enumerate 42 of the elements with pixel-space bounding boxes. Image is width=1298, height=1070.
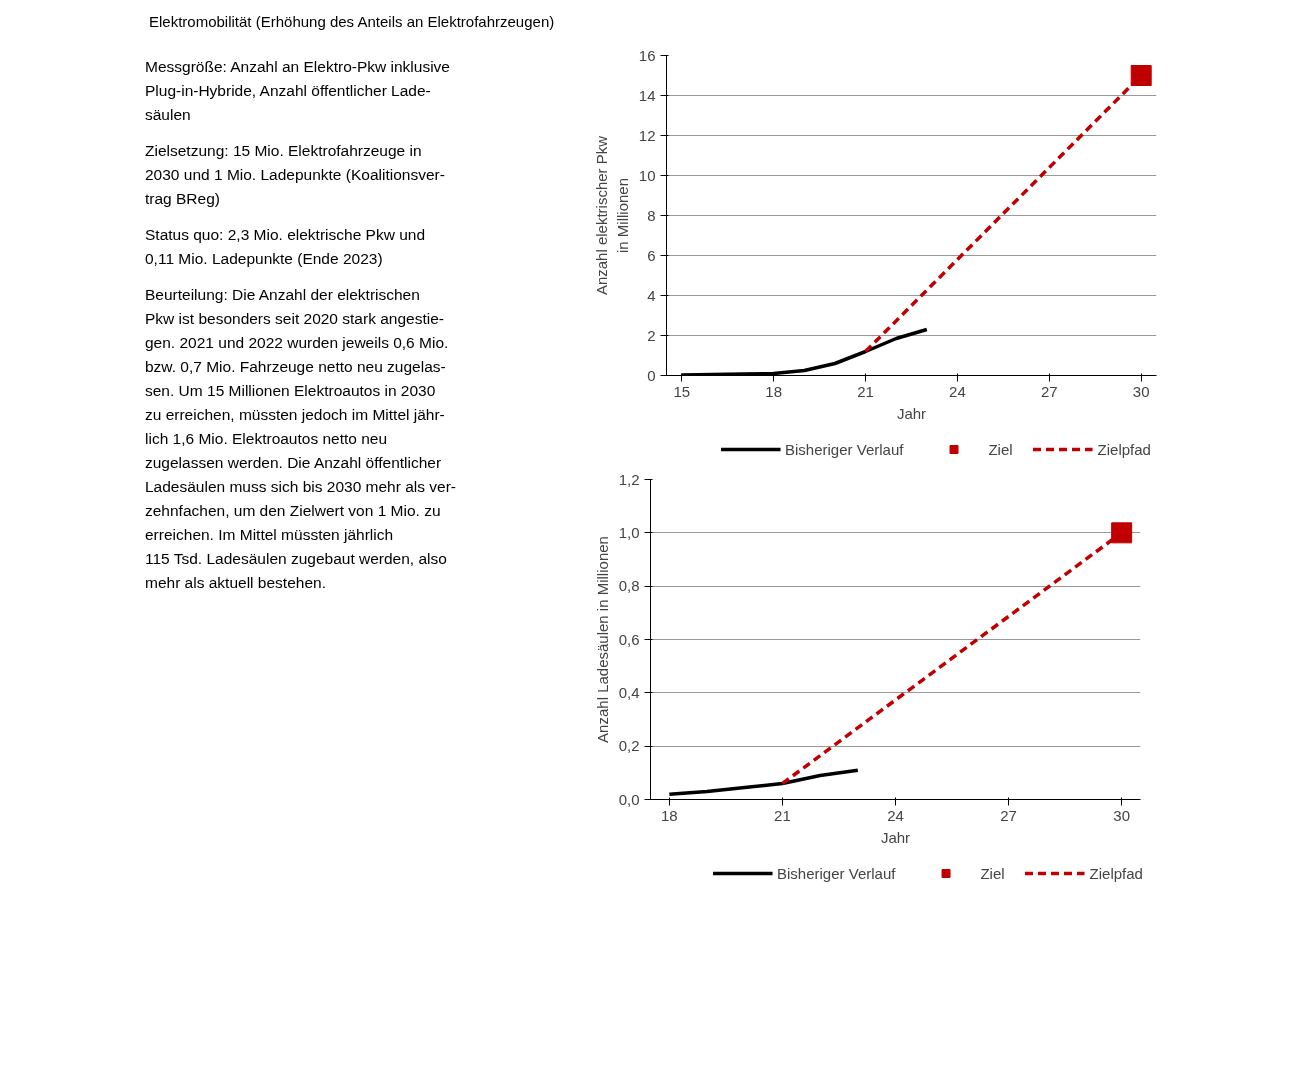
text: Messgröße: Anzahl an Elektro-Pkw inklusive Plug-in-Hybride, Anzahl öffentlicher Lade- säulen [145,57,451,126]
x-tick-label: 27 [1040,382,1058,400]
y-tick-label: 0 [647,366,656,384]
y-tick-label: 0,6 [618,630,640,648]
y-tick-label: 1,2 [618,470,640,488]
legend-label: Bisheriger Verlauf [785,440,904,458]
y-tick-label: 12 [638,126,656,144]
x-tick-label: 30 [1132,382,1150,400]
x-tick-label: 21 [857,382,874,400]
x-tick-label: 30 [1113,806,1130,824]
y-tick-label: 0,8 [618,577,640,595]
y-tick-label: 14 [638,86,656,104]
x-tick-label: 24 [949,382,966,400]
y-axis-title: Anzahl elektrischer Pkw in Millionen [593,135,631,296]
y-tick-label: 0,4 [618,683,640,701]
y-axis-title: Anzahl Ladesäulen in Millionen [593,536,611,743]
y-tick-label: 16 [638,46,656,64]
y-tick-label: 4 [647,286,656,304]
y-tick-label: 0,0 [618,790,640,808]
y-tick-label: 6 [647,246,656,264]
text: Elektromobilität (Erhöhung des Anteils an Elektrofahrzeugen) [148,12,555,32]
text: Status quo: 2,3 Mio. elektrische Pkw und 0,11 Mio. Ladepunkte (Ende 2023) [145,225,426,270]
legend-label: Bisheriger Verlauf [777,864,896,882]
legend-label: Ziel [980,864,1005,882]
y-tick-label: 10 [638,166,656,184]
x-tick-label: 24 [887,806,904,824]
x-tick-label: 18 [661,806,678,824]
x-tick-label: 21 [774,806,791,824]
y-tick-label: 0,2 [618,737,640,755]
text: Zielsetzung: 15 Mio. Elektrofahrzeuge in 2030 und 1 Mio. Ladepunkte (Koalitionsver- trag BReg) [145,141,446,210]
text: Beurteilung: Die Anzahl der elektrischen Pkw ist besonders seit 2020 stark angestie- gen. 2021 und 2022 wurden jeweils 0,6 Mio. bzw. 0,7 Mio. Fahrzeuge netto neu zugelas- sen. Um 15 Millionen Elektroautos in 2030 zu erreichen, müssten jedoch im Mittel jähr- lich 1,6 Mio. Elektroautos netto neu zugelassen werden. Die Anzahl öffentlicher Ladesäulen muss sich bis 2030 mehr als ver- zehnfachen, um den Zielwert von 1 Mio. zu erreichen. Im Mittel müssten jährlich 115 Tsd. Ladesäulen zugebaut werden, also mehr als aktuell bestehen. [145,286,457,592]
x-tick-label: 27 [1000,806,1017,824]
y-tick-label: 8 [647,206,656,224]
x-tick-label: 15 [673,382,691,400]
y-tick-label: 1,0 [618,523,640,541]
y-tick-label: 2 [647,326,656,344]
legend-label: Zielpfad [1097,440,1151,458]
x-tick-label: 18 [765,382,783,400]
legend-label: Ziel [988,440,1013,458]
legend-label: Zielpfad [1089,864,1143,882]
x-axis-title: Jahr [880,828,911,846]
x-axis-title: Jahr [896,404,927,422]
